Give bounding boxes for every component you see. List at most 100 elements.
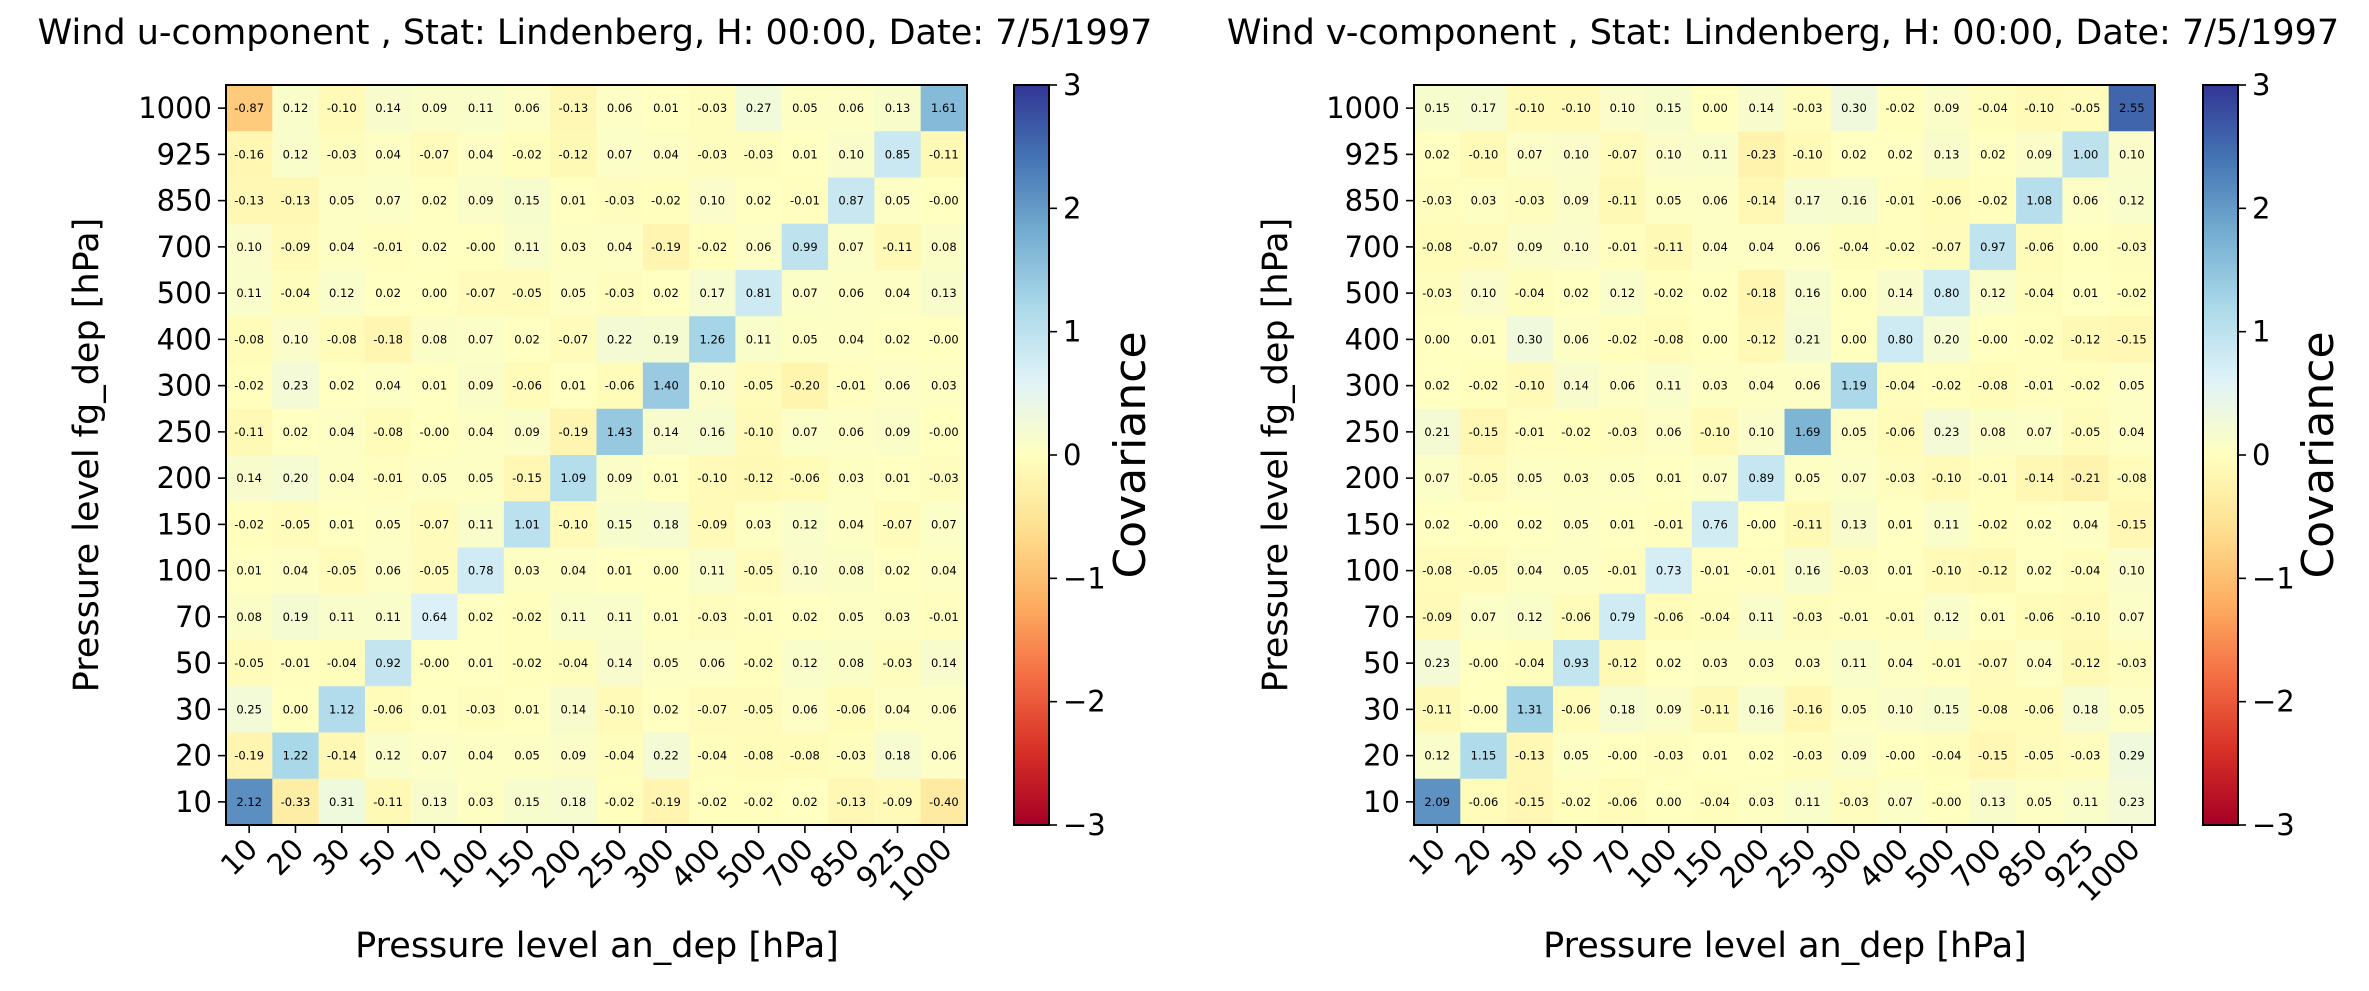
heatmap-cell bbox=[503, 686, 551, 734]
heatmap-cell bbox=[781, 316, 829, 364]
cell-value-label: -0.10 bbox=[1515, 101, 1545, 115]
cell-value-label: 0.10 bbox=[1563, 147, 1589, 161]
y-tick-label: 700 bbox=[157, 230, 212, 264]
cell-value-label: 2.09 bbox=[1424, 795, 1450, 809]
cell-value-label: 0.15 bbox=[1934, 702, 1960, 716]
heatmap-cell bbox=[874, 593, 922, 641]
heatmap-cell bbox=[596, 316, 644, 364]
cell-value-label: -0.09 bbox=[1422, 610, 1452, 624]
heatmap-cell bbox=[503, 455, 551, 502]
heatmap-cell bbox=[457, 408, 505, 456]
heatmap-cell bbox=[411, 547, 459, 595]
heatmap-cell bbox=[503, 316, 551, 364]
cell-value-label: 0.07 bbox=[1471, 610, 1497, 624]
cell-value-label: -0.03 bbox=[1654, 749, 1684, 763]
cell-value-label: 0.12 bbox=[792, 517, 818, 531]
cell-value-label: 0.02 bbox=[1656, 656, 1682, 670]
cell-value-label: 0.04 bbox=[885, 286, 911, 300]
cell-value-label: 0.11 bbox=[375, 610, 401, 624]
cell-value-label: 0.99 bbox=[792, 240, 818, 254]
heatmap-cell bbox=[2062, 593, 2110, 641]
cell-value-label: -0.20 bbox=[790, 379, 820, 393]
cell-value-label: 0.10 bbox=[2119, 564, 2145, 578]
cell-value-label: 0.04 bbox=[329, 425, 355, 439]
cell-value-label: -0.04 bbox=[281, 286, 311, 300]
heatmap-cell bbox=[411, 640, 459, 687]
heatmap-cell bbox=[1691, 640, 1739, 687]
heatmap-cell bbox=[2108, 778, 2156, 826]
heatmap-cell bbox=[1414, 177, 1461, 225]
cell-value-label: 0.04 bbox=[653, 147, 679, 161]
heatmap-cell bbox=[2016, 270, 2063, 317]
cell-value-label: 0.05 bbox=[1563, 564, 1589, 578]
cell-value-label: 0.09 bbox=[1934, 101, 1960, 115]
heatmap-cell bbox=[781, 223, 829, 271]
y-tick-label: 300 bbox=[157, 369, 212, 403]
heatmap-cell bbox=[2016, 362, 2063, 410]
heatmap-cell bbox=[2108, 223, 2156, 271]
heatmap-cell bbox=[1830, 316, 1878, 364]
cell-value-label: 0.02 bbox=[653, 702, 679, 716]
heatmap-cell bbox=[689, 85, 737, 132]
cell-value-label: -0.10 bbox=[327, 101, 357, 115]
heatmap-cell bbox=[1784, 408, 1832, 456]
cell-value-label: -0.12 bbox=[744, 471, 774, 485]
heatmap-cell bbox=[689, 686, 737, 734]
heatmap-cell bbox=[1599, 362, 1647, 410]
cell-value-label: -0.03 bbox=[1608, 425, 1638, 439]
cell-value-label: 0.03 bbox=[514, 564, 540, 578]
heatmap-cell bbox=[689, 177, 737, 225]
cell-value-label: -0.12 bbox=[558, 147, 588, 161]
cell-value-label: -0.06 bbox=[373, 702, 403, 716]
cell-value-label: 0.00 bbox=[422, 286, 448, 300]
heatmap-cell bbox=[318, 455, 366, 502]
y-tick-label: 70 bbox=[1363, 600, 1400, 634]
heatmap-cell bbox=[226, 362, 273, 410]
cell-value-label: -0.11 bbox=[1793, 517, 1823, 531]
heatmap-cell bbox=[735, 640, 783, 687]
cell-value-label: 0.02 bbox=[653, 286, 679, 300]
cell-value-label: 0.15 bbox=[514, 194, 540, 208]
cell-value-label: 0.07 bbox=[2119, 610, 2145, 624]
cell-value-label: -0.05 bbox=[281, 517, 311, 531]
cell-value-label: -0.01 bbox=[744, 610, 774, 624]
cell-value-label: 0.07 bbox=[838, 240, 864, 254]
cell-value-label: 0.01 bbox=[653, 101, 679, 115]
heatmap-cell bbox=[2062, 455, 2110, 502]
heatmap-cell bbox=[781, 778, 829, 826]
panel-v-component: Wind v-component , Stat: Lindenberg, H: … bbox=[1227, 13, 2344, 966]
cell-value-label: 0.09 bbox=[468, 379, 494, 393]
cell-value-label: 0.04 bbox=[468, 425, 494, 439]
cell-value-label: -0.00 bbox=[929, 332, 959, 346]
cell-value-label: 0.14 bbox=[1749, 101, 1775, 115]
heatmap-cells: -0.87 0.12 -0.10 0.14 0.09 0.11 0.06 -0.13 0.06 0… bbox=[226, 85, 968, 826]
cell-value-label: 0.09 bbox=[514, 425, 540, 439]
heatmap-cell bbox=[735, 686, 783, 734]
heatmap-cell bbox=[781, 131, 829, 179]
heatmap-cell bbox=[411, 270, 459, 317]
heatmap-cell bbox=[2108, 455, 2156, 502]
heatmap-cell bbox=[596, 85, 644, 132]
heatmap-cell bbox=[550, 316, 598, 364]
heatmap-cell bbox=[1552, 732, 1600, 780]
cell-value-label: -0.12 bbox=[1978, 564, 2008, 578]
heatmap-cell bbox=[1414, 362, 1461, 410]
heatmap-cell bbox=[828, 455, 875, 502]
heatmap-cell bbox=[1830, 732, 1878, 780]
cell-value-label: -0.04 bbox=[1700, 795, 1730, 809]
heatmap-cell bbox=[2108, 686, 2156, 734]
heatmap-cell bbox=[318, 593, 366, 641]
cell-value-label: -0.03 bbox=[1793, 749, 1823, 763]
cell-value-label: 1.22 bbox=[283, 749, 309, 763]
cell-value-label: 0.01 bbox=[1887, 517, 1913, 531]
heatmap-cell bbox=[642, 223, 690, 271]
heatmap-cell bbox=[1414, 223, 1461, 271]
heatmap-cell bbox=[1599, 455, 1647, 502]
cell-value-label: 0.12 bbox=[283, 147, 309, 161]
heatmap-cell bbox=[1599, 593, 1647, 641]
cell-value-label: 0.81 bbox=[746, 286, 772, 300]
heatmap-cell bbox=[1877, 177, 1925, 225]
heatmap-cell bbox=[1830, 131, 1878, 179]
cell-value-label: -0.40 bbox=[929, 795, 959, 809]
